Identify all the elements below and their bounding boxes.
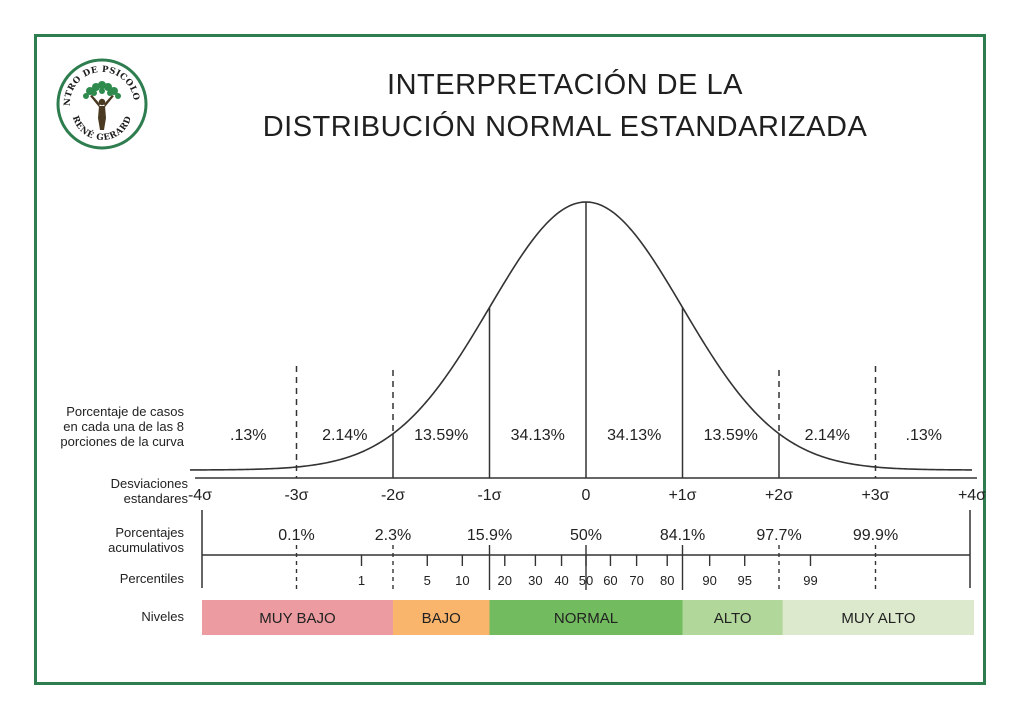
level-bar-1 [393, 600, 490, 635]
page-title: INTERPRETACIÓN DE LA DISTRIBUCIÓN NORMAL… [200, 64, 930, 148]
percentile-label-12: 99 [803, 573, 817, 588]
title-line-1: INTERPRETACIÓN DE LA [387, 69, 743, 101]
level-label-0: MUY BAJO [259, 610, 335, 627]
percentile-label-3: 20 [498, 573, 512, 588]
level-label-1: BAJO [422, 610, 461, 627]
border-frame [34, 34, 986, 685]
cumulative-label-0: 0.1% [278, 527, 314, 544]
tree-person-icon [83, 81, 121, 130]
cumulative-label-2: 15.9% [467, 527, 512, 544]
bell-curve [189, 201, 973, 471]
percentile-label-11: 95 [737, 573, 751, 588]
cumulative-label-5: 97.7% [756, 527, 801, 544]
sd-tick-label-1: -3σ [284, 487, 308, 504]
percentile-label-8: 70 [629, 573, 643, 588]
portion-label-1: 2.14% [322, 427, 367, 444]
sd-tick-label-0: -4σ [188, 487, 212, 504]
portion-label-5: 13.59% [704, 427, 758, 444]
level-bar-0 [202, 600, 393, 635]
portion-label-4: 34.13% [607, 427, 661, 444]
percentile-label-7: 60 [603, 573, 617, 588]
level-bar-4 [782, 600, 974, 635]
label-portion: Porcentaje de casos en cada una de las 8… [60, 404, 184, 449]
title-line-2: DISTRIBUCIÓN NORMAL ESTANDARIZADA [262, 111, 868, 143]
percentile-label-9: 80 [660, 573, 674, 588]
level-label-4: MUY ALTO [841, 610, 915, 627]
level-bar-3 [682, 600, 783, 635]
cumulative-label-6: 99.9% [853, 527, 898, 544]
sd-tick-label-4: 0 [582, 487, 591, 504]
percentile-label-1: 5 [424, 573, 431, 588]
level-label-3: ALTO [714, 610, 752, 627]
portion-label-7: .13% [906, 427, 942, 444]
portion-label-6: 2.14% [805, 427, 850, 444]
percentile-label-5: 40 [554, 573, 568, 588]
cumulative-label-3: 50% [570, 527, 602, 544]
label-sd: Desviaciones estandares [110, 476, 188, 506]
percentile-label-0: 1 [358, 573, 365, 588]
portion-label-0: .13% [230, 427, 266, 444]
portion-label-2: 13.59% [414, 427, 468, 444]
percentile-label-4: 30 [528, 573, 542, 588]
label-cumulative: Porcentajes acumulativos [108, 525, 184, 555]
label-levels: Niveles [141, 609, 184, 624]
label-percentiles: Percentiles [119, 571, 184, 586]
sd-tick-label-6: +2σ [765, 487, 793, 504]
level-label-2: NORMAL [554, 610, 618, 627]
percentile-label-2: 10 [455, 573, 469, 588]
sd-tick-label-8: +4σ [958, 487, 986, 504]
portion-label-3: 34.13% [511, 427, 565, 444]
sd-tick-label-3: -1σ [477, 487, 501, 504]
level-bar-2 [489, 600, 683, 635]
cumulative-label-4: 84.1% [660, 527, 705, 544]
sd-tick-label-2: -2σ [381, 487, 405, 504]
logo: CENTRO DE PSICOLOGÍA RENÉ GERARD [56, 58, 148, 150]
cumulative-label-1: 2.3% [375, 527, 411, 544]
sd-tick-label-7: +3σ [861, 487, 889, 504]
sd-tick-label-5: +1σ [668, 487, 696, 504]
percentile-label-10: 90 [702, 573, 716, 588]
percentile-label-6: 50 [579, 573, 593, 588]
